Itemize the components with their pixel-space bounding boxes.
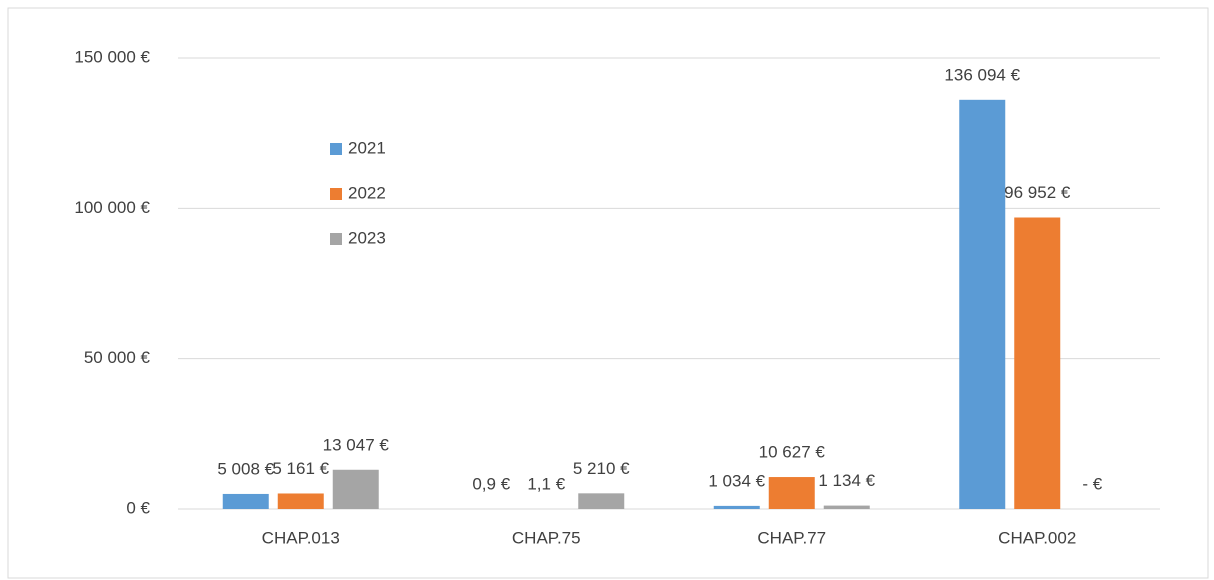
legend-swatch xyxy=(330,188,342,200)
data-label: 136 094 € xyxy=(944,65,1020,84)
legend-label: 2023 xyxy=(348,228,386,247)
legend-swatch xyxy=(330,233,342,245)
data-label: 13 047 € xyxy=(323,435,390,454)
y-tick-label: 0 € xyxy=(126,498,150,517)
data-label: 1,1 € xyxy=(527,474,565,493)
bar xyxy=(578,493,625,509)
x-tick-label: CHAP.002 xyxy=(998,528,1076,547)
bar xyxy=(713,505,760,509)
y-tick-label: 100 000 € xyxy=(74,198,150,217)
bar xyxy=(222,493,269,509)
data-label: 5 161 € xyxy=(272,459,329,478)
bar xyxy=(959,99,1006,510)
bar xyxy=(332,469,379,509)
bar xyxy=(768,477,815,509)
y-tick-label: 150 000 € xyxy=(74,47,150,66)
bar xyxy=(823,505,870,509)
bar xyxy=(277,493,324,509)
legend-label: 2022 xyxy=(348,183,386,202)
y-tick-label: 50 000 € xyxy=(84,348,151,367)
legend-label: 2021 xyxy=(348,138,386,157)
chart-border xyxy=(7,7,1209,579)
legend-swatch xyxy=(330,143,342,155)
x-tick-label: CHAP.77 xyxy=(757,528,826,547)
data-label: 96 952 € xyxy=(1004,183,1071,202)
data-label: 1 034 € xyxy=(708,471,765,490)
data-label: 5 008 € xyxy=(217,459,274,478)
x-tick-label: CHAP.75 xyxy=(512,528,581,547)
data-label: 5 210 € xyxy=(573,459,630,478)
data-label: 0,9 € xyxy=(472,474,510,493)
x-tick-label: CHAP.013 xyxy=(262,528,340,547)
data-label: 10 627 € xyxy=(759,443,826,462)
data-label: - € xyxy=(1082,474,1102,493)
data-label: 1 134 € xyxy=(818,471,875,490)
bar xyxy=(1014,217,1061,509)
